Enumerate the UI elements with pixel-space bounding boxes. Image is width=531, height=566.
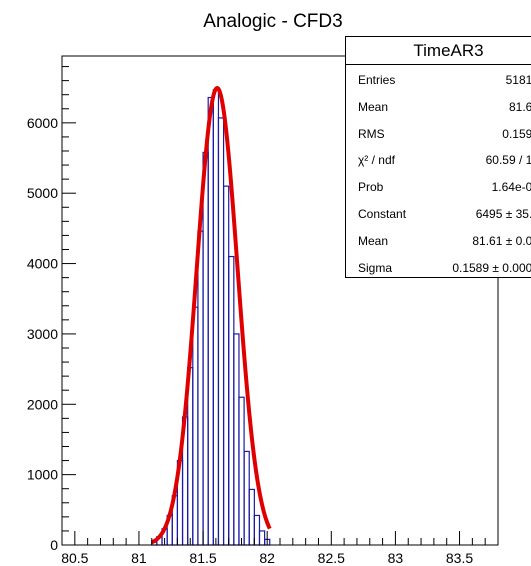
stats-value: 51813 <box>505 73 531 87</box>
histogram-bin <box>258 530 266 546</box>
histogram-bin <box>217 117 225 546</box>
histogram <box>151 89 271 546</box>
x-tick-label: 81.5 <box>189 550 216 566</box>
stats-row-entries: Entries 51813 <box>346 65 531 92</box>
y-tick-label: 5000 <box>27 185 58 201</box>
axes: 80.5 81 81.5 82 82.5 83 83.5 0 1000 2000 3000 4000 5… <box>27 66 499 566</box>
histogram-bin <box>202 151 209 546</box>
histogram-bin <box>192 306 199 546</box>
stats-row-sigma: Sigma 0.1589 ± 0.0005 <box>346 253 531 277</box>
stats-label: Sigma <box>358 260 393 275</box>
chart-title: Analogic - CFD3 <box>203 11 342 32</box>
stats-box: TimeAR3 Entries 51813 Mean 81.61 RMS 0.1… <box>345 36 531 278</box>
histogram-bin <box>253 514 261 546</box>
x-tick-label: 82.5 <box>318 550 345 566</box>
stats-title: TimeAR3 <box>346 37 531 65</box>
histogram-bin <box>238 396 245 546</box>
stats-row-mean: Mean 81.61 <box>346 92 531 119</box>
stats-row-constant: Constant 6495 ± 35.2 <box>346 199 531 226</box>
stats-row-chi2-ndf: χ² / ndf 60.59 / 18 <box>346 145 531 172</box>
x-tick-label: 83.5 <box>446 550 473 566</box>
histogram-bin <box>207 96 214 546</box>
stats-row-rms: RMS 0.1596 <box>346 119 531 146</box>
stats-label: RMS <box>358 126 385 141</box>
y-tick-label: 0 <box>50 537 58 553</box>
y-tick-label: 4000 <box>27 256 58 272</box>
stats-label: Entries <box>358 73 396 87</box>
y-tick-label: 1000 <box>27 467 58 483</box>
stats-value: 6495 ± 35.2 <box>475 206 531 221</box>
stats-value: 1.64e-06 <box>491 180 531 195</box>
stats-value: 60.59 / 18 <box>485 153 531 168</box>
x-tick-label: 81 <box>131 550 147 566</box>
y-tick-label: 3000 <box>27 326 58 342</box>
x-tick-label: 82 <box>259 550 275 566</box>
stats-row-fit-mean: Mean 81.61 ± 0.00 <box>346 226 531 253</box>
gaussian-fit-curve <box>150 85 272 545</box>
histogram-bin <box>228 255 235 546</box>
stats-label: Mean <box>358 99 389 114</box>
histogram-bin <box>222 185 230 546</box>
stats-value: 0.1596 <box>502 126 531 141</box>
stats-label: Prob <box>358 180 384 195</box>
stats-label: Mean <box>358 233 389 248</box>
histogram-bin <box>248 488 255 546</box>
stats-label: χ² / ndf <box>358 153 395 168</box>
histogram-bin <box>233 333 240 546</box>
stats-row-prob: Prob 1.64e-06 <box>346 172 531 199</box>
histogram-bin <box>212 89 220 546</box>
stats-label: Constant <box>358 206 407 221</box>
x-tick-label: 83 <box>388 550 404 566</box>
y-tick-label: 2000 <box>27 396 58 412</box>
histogram-bin <box>243 450 250 546</box>
stats-value: 0.1589 ± 0.0005 <box>452 260 531 275</box>
x-tick-label: 80.5 <box>61 550 88 566</box>
stats-value: 81.61 <box>508 99 531 114</box>
y-tick-label: 6000 <box>27 115 58 131</box>
histogram-bin <box>197 230 204 546</box>
stats-value: 81.61 ± 0.00 <box>472 233 531 248</box>
